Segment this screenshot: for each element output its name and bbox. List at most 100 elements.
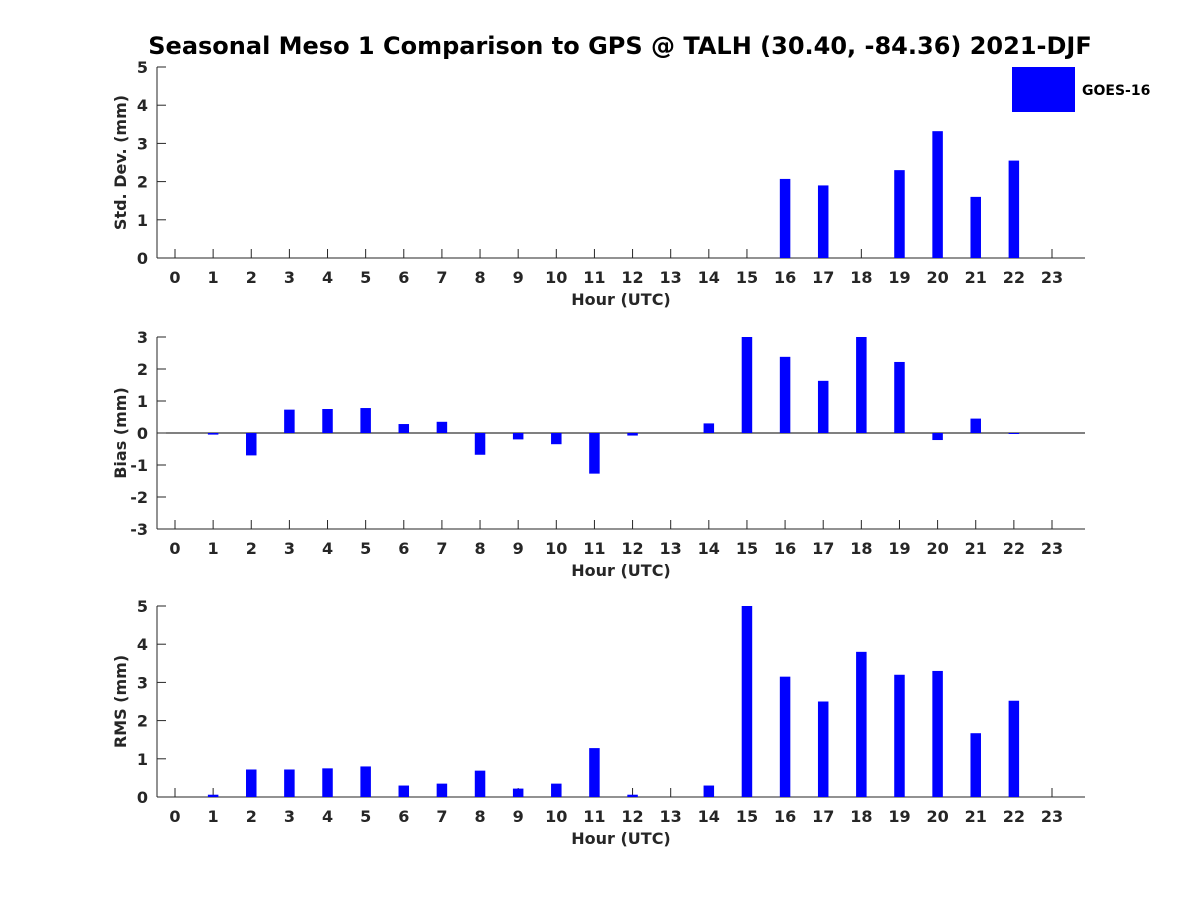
y-tick-label: -1 (130, 456, 148, 475)
y-tick-label: 2 (137, 712, 148, 731)
x-tick-label: 3 (284, 539, 295, 558)
bar-hour-22 (1008, 160, 1020, 258)
y-axis-label: Bias (mm) (111, 387, 130, 479)
bar-hour-20 (932, 670, 943, 797)
x-tick-label: 4 (322, 268, 333, 287)
bar-hour-17 (817, 380, 829, 433)
bar-hour-17 (817, 185, 829, 258)
x-tick-label: 0 (169, 539, 180, 558)
bar-hour-11 (589, 433, 600, 474)
legend: GOES-16 (1012, 67, 1150, 112)
x-tick-label: 23 (1041, 268, 1063, 287)
x-tick-label: 22 (1003, 268, 1025, 287)
x-tick-label: 18 (850, 807, 872, 826)
bar-hour-12 (627, 433, 638, 436)
bar-hour-20 (932, 131, 943, 258)
bar-hour-8 (474, 770, 486, 797)
x-tick-label: 19 (888, 539, 910, 558)
x-tick-label: 20 (926, 539, 948, 558)
x-tick-label: 14 (698, 807, 720, 826)
x-tick-label: 12 (621, 539, 643, 558)
x-tick-label: 1 (208, 268, 219, 287)
x-tick-label: 22 (1003, 807, 1025, 826)
bar-hour-5 (360, 766, 371, 797)
y-tick-label: 0 (137, 424, 148, 443)
x-tick-label: 13 (660, 807, 682, 826)
x-tick-label: 17 (812, 807, 834, 826)
x-tick-label: 1 (208, 807, 219, 826)
y-tick-label: 0 (137, 788, 148, 807)
x-tick-label: 6 (398, 807, 409, 826)
x-tick-label: 7 (436, 807, 447, 826)
x-tick-label: 9 (513, 268, 524, 287)
bar-hour-7 (436, 783, 448, 797)
legend-label-goes16: GOES-16 (1082, 83, 1150, 99)
bar-hour-15 (741, 337, 753, 433)
x-tick-label: 16 (774, 268, 796, 287)
bar-hour-10 (551, 783, 562, 797)
bar-hour-3 (284, 769, 295, 797)
bar-hour-4 (322, 409, 333, 433)
y-tick-label: 1 (137, 750, 148, 769)
x-tick-label: 12 (621, 268, 643, 287)
x-tick-label: 23 (1041, 539, 1063, 558)
x-tick-label: 6 (398, 268, 409, 287)
x-tick-label: 10 (545, 807, 567, 826)
x-axis-label: Hour (UTC) (571, 829, 671, 848)
y-tick-label: 0 (137, 249, 148, 268)
x-tick-label: 20 (926, 807, 948, 826)
y-axis-label: Std. Dev. (mm) (111, 95, 130, 230)
x-tick-label: 20 (926, 268, 948, 287)
bar-hour-16 (779, 178, 791, 258)
y-tick-label: 1 (137, 211, 148, 230)
x-tick-label: 11 (583, 268, 605, 287)
x-tick-label: 5 (360, 268, 371, 287)
y-axis-label: RMS (mm) (111, 655, 130, 748)
x-tick-label: 0 (169, 807, 180, 826)
x-tick-label: 10 (545, 539, 567, 558)
y-tick-label: 5 (137, 58, 148, 77)
x-tick-label: 8 (474, 268, 485, 287)
x-axis-label: Hour (UTC) (571, 290, 671, 309)
x-tick-label: 5 (360, 539, 371, 558)
bar-hour-2 (246, 769, 257, 797)
x-tick-label: 19 (888, 268, 910, 287)
y-tick-label: 4 (137, 96, 148, 115)
y-tick-label: 3 (137, 673, 148, 692)
x-tick-label: 0 (169, 268, 180, 287)
y-tick-label: 3 (137, 328, 148, 347)
bar-hour-1 (207, 794, 219, 797)
x-tick-label: 8 (474, 807, 485, 826)
bar-hour-4 (322, 768, 333, 797)
y-tick-label: -3 (130, 520, 148, 539)
x-tick-label: 3 (284, 807, 295, 826)
x-tick-label: 2 (246, 268, 257, 287)
x-tick-label: 2 (246, 807, 257, 826)
x-tick-label: 19 (888, 807, 910, 826)
y-tick-label: -2 (130, 488, 148, 507)
bar-hour-21 (970, 196, 981, 258)
x-tick-label: 11 (583, 807, 605, 826)
x-tick-label: 21 (965, 539, 987, 558)
x-tick-label: 16 (774, 539, 796, 558)
y-tick-label: 1 (137, 392, 148, 411)
bar-hour-22 (1008, 700, 1020, 797)
bar-hour-21 (970, 418, 981, 433)
x-tick-label: 14 (698, 539, 720, 558)
bar-hour-20 (932, 433, 943, 441)
bar-hour-2 (246, 433, 257, 456)
x-tick-label: 2 (246, 539, 257, 558)
bar-hour-14 (703, 423, 715, 433)
x-tick-label: 4 (322, 539, 333, 558)
bar-hour-3 (284, 409, 295, 433)
x-tick-label: 13 (660, 539, 682, 558)
bar-hour-5 (360, 408, 371, 433)
y-tick-label: 2 (137, 360, 148, 379)
bar-hour-21 (970, 733, 981, 797)
bar-hour-17 (817, 701, 829, 797)
x-tick-label: 5 (360, 807, 371, 826)
bar-hour-19 (894, 361, 905, 433)
